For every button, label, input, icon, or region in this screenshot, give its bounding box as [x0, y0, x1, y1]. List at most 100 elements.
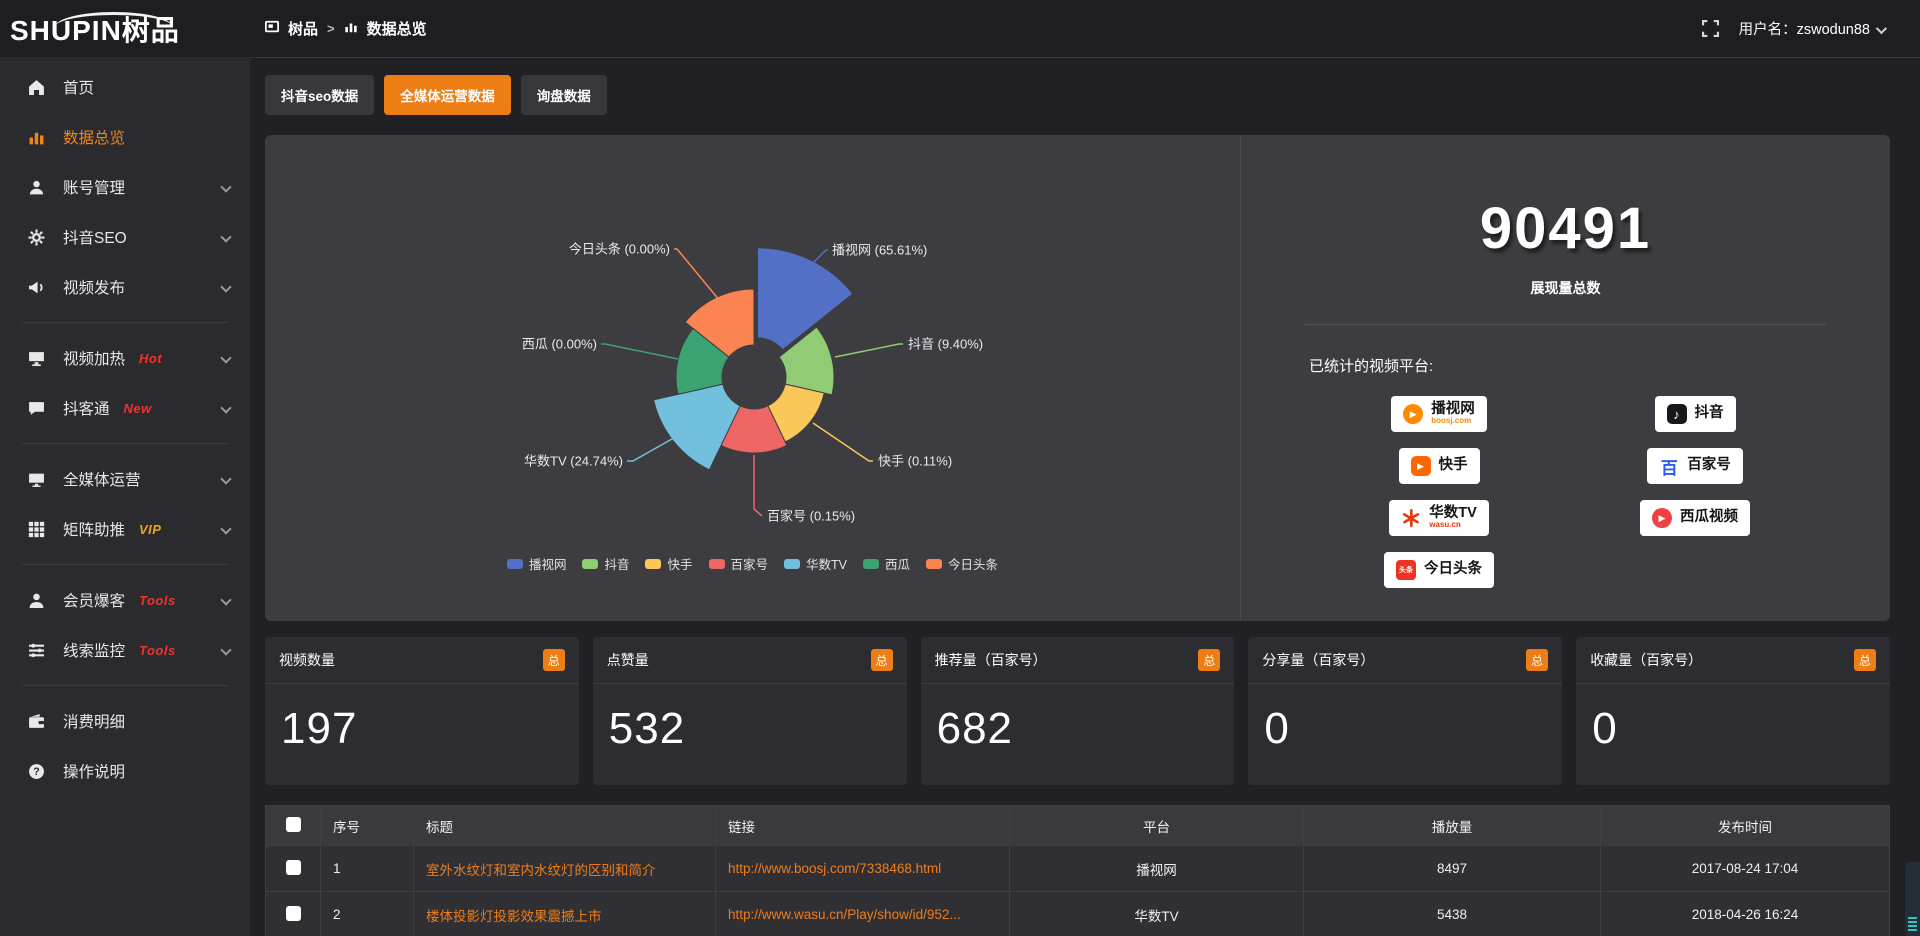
sidebar-item-4[interactable]: 视频发布: [0, 262, 250, 312]
total-badge[interactable]: 总: [1198, 649, 1220, 671]
column-header-3: 链接: [716, 806, 1010, 846]
legend-item-2[interactable]: 快手: [645, 554, 692, 573]
platform-pill-0[interactable]: ▶播视网boosj.com: [1391, 396, 1487, 432]
pie-slice-0[interactable]: [757, 248, 852, 350]
stat-card-title: 分享量（百家号）: [1262, 650, 1374, 670]
stat-card-value: 532: [593, 684, 907, 774]
sidebar-divider: [22, 564, 228, 565]
sidebar-item-badge: VIP: [139, 522, 161, 537]
cell-no: 1: [321, 846, 414, 892]
pie-label-line-3: [754, 455, 762, 516]
tab-0[interactable]: 抖音seo数据: [265, 75, 374, 115]
xigua-play-icon: ▶: [1652, 508, 1672, 528]
row-checkbox[interactable]: [286, 860, 301, 875]
stat-card-value: 197: [265, 684, 579, 774]
breadcrumb-root[interactable]: 树品: [288, 18, 318, 39]
total-badge[interactable]: 总: [543, 649, 565, 671]
legend-label: 华数TV: [806, 554, 847, 573]
legend-label: 快手: [667, 554, 692, 573]
legend-item-5[interactable]: 西瓜: [863, 554, 910, 573]
cell-platform: 播视网: [1010, 846, 1304, 892]
platform-pill-1[interactable]: ♪抖音: [1655, 396, 1736, 432]
table-row[interactable]: 1室外水纹灯和室内水纹灯的区别和简介http://www.boosj.com/7…: [266, 846, 1890, 892]
sidebar-item-16[interactable]: ?操作说明: [0, 746, 250, 796]
row-checkbox[interactable]: [286, 906, 301, 921]
column-header-2: 标题: [414, 806, 716, 846]
select-all-checkbox[interactable]: [286, 817, 301, 832]
sidebar-item-12[interactable]: 会员爆客Tools: [0, 575, 250, 625]
breadcrumb-separator: >: [327, 21, 335, 36]
pie-label-line-6: [674, 249, 725, 307]
cell-link[interactable]: http://www.wasu.cn/Play/show/id/952...: [716, 892, 1010, 936]
legend-label: 播视网: [529, 554, 567, 573]
tab-1[interactable]: 全媒体运营数据: [384, 75, 511, 115]
platform-pill-4[interactable]: 华数TVwasu.cn: [1389, 500, 1489, 536]
sidebar-item-15[interactable]: 消费明细: [0, 696, 250, 746]
column-header-1: 序号: [321, 806, 414, 846]
cell-link[interactable]: http://www.boosj.com/7338468.html: [716, 846, 1010, 892]
sidebar-item-9[interactable]: 全媒体运营: [0, 454, 250, 504]
stat-card-title: 点赞量: [607, 650, 649, 670]
chevron-down-icon: [220, 352, 231, 363]
chart-legend: 播视网抖音 快手百家号 华数TV 西瓜今日头条: [265, 554, 1240, 573]
user-label: 用户名：: [1739, 22, 1797, 38]
stat-card-1: 点赞量 总 532: [593, 637, 907, 785]
baijiahao-icon: 百: [1659, 456, 1679, 476]
legend-item-0[interactable]: 播视网: [507, 554, 567, 573]
topbar-right: 用户名：zswodun88: [1702, 18, 1920, 39]
sidebar-item-1[interactable]: 数据总览: [0, 112, 250, 162]
platform-name: 今日头条: [1424, 562, 1482, 577]
stat-card-header: 点赞量 总: [593, 637, 907, 684]
tiktok-note-icon: ♪: [1667, 404, 1687, 424]
sidebar-item-7[interactable]: 抖客通New: [0, 383, 250, 433]
user-menu[interactable]: 用户名：zswodun88: [1739, 18, 1884, 39]
table-row[interactable]: 2楼体投影灯投影效果震撼上市http://www.wasu.cn/Play/sh…: [266, 892, 1890, 936]
fullscreen-icon[interactable]: [1702, 20, 1719, 37]
chat-icon: [28, 399, 48, 417]
tab-2[interactable]: 询盘数据: [521, 75, 607, 115]
platform-pill-text: 播视网boosj.com: [1431, 402, 1475, 426]
platform-pill-3[interactable]: 百百家号: [1647, 448, 1743, 484]
legend-label: 西瓜: [885, 554, 910, 573]
sidebar-item-6[interactable]: 视频加热Hot: [0, 333, 250, 383]
platform-pill-5[interactable]: ▶西瓜视频: [1640, 500, 1750, 536]
sidebar-item-10[interactable]: 矩阵助推VIP: [0, 504, 250, 554]
cell-title[interactable]: 楼体投影灯投影效果震撼上市: [414, 892, 716, 936]
total-badge[interactable]: 总: [1526, 649, 1548, 671]
sidebar-item-13[interactable]: 线索监控Tools: [0, 625, 250, 675]
legend-swatch: [926, 559, 942, 569]
total-badge[interactable]: 总: [1854, 649, 1876, 671]
sidebar-item-3[interactable]: 抖音SEO: [0, 212, 250, 262]
cell-title[interactable]: 室外水纹灯和室内水纹灯的区别和简介: [414, 846, 716, 892]
pie-label-line-4: [627, 435, 679, 461]
chevron-down-icon: [220, 523, 231, 534]
platform-name: 百家号: [1687, 458, 1731, 473]
stat-card-title: 推荐量（百家号）: [935, 650, 1047, 670]
home-icon: [28, 78, 48, 96]
cell-checkbox: [266, 892, 321, 936]
platform-pill-text: 快手: [1439, 458, 1468, 473]
legend-item-4[interactable]: 华数TV: [784, 554, 847, 573]
cell-time: 2017-08-24 17:04: [1601, 846, 1890, 892]
platform-pill-2[interactable]: ▶快手: [1399, 448, 1480, 484]
grid-icon: [28, 520, 48, 538]
platform-pill-6[interactable]: 头条今日头条: [1384, 552, 1494, 588]
legend-item-3[interactable]: 百家号: [709, 554, 769, 573]
pie-label-4: 华数TV (24.74%): [524, 454, 623, 469]
main-content: 抖音seo数据全媒体运营数据询盘数据 播视网 (65.61%)抖音 (9.40%…: [250, 58, 1920, 936]
sidebar-item-2[interactable]: 账号管理: [0, 162, 250, 212]
pie-slice-4[interactable]: [654, 384, 741, 470]
sidebar-item-0[interactable]: 首页: [0, 62, 250, 112]
gear-icon: [28, 228, 48, 246]
sidebar-item-label: 会员爆客: [63, 589, 125, 611]
scrollbar-thumb[interactable]: [1905, 862, 1920, 936]
legend-item-6[interactable]: 今日头条: [926, 554, 998, 573]
app-logo[interactable]: SHUPIN树品: [0, 9, 250, 49]
total-badge[interactable]: 总: [871, 649, 893, 671]
sidebar-item-label: 抖客通: [63, 397, 110, 419]
breadcrumb-current[interactable]: 数据总览: [367, 18, 427, 39]
cell-plays: 5438: [1304, 892, 1601, 936]
legend-item-1[interactable]: 抖音: [582, 554, 629, 573]
breadcrumb: 树品 > 数据总览: [265, 18, 427, 39]
pie-label-line-1: [835, 344, 903, 357]
